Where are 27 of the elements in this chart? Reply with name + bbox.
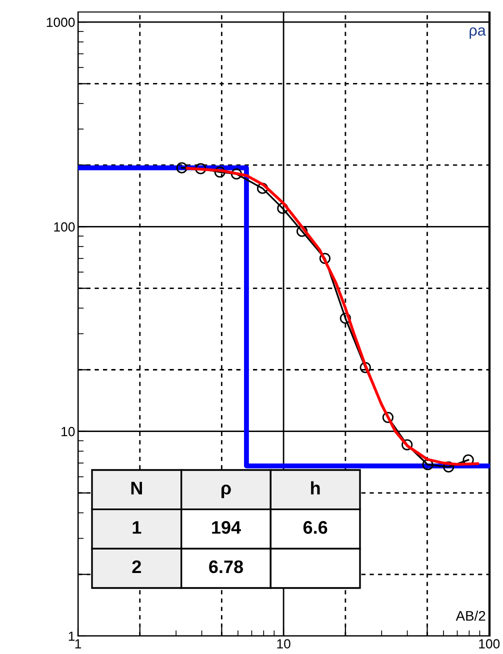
annotation: 6.6	[303, 521, 328, 534]
y-tick-label: 1	[68, 632, 75, 641]
annotation: 1	[132, 521, 142, 534]
point	[422, 459, 434, 470]
y-tick-label: 1000	[46, 18, 75, 27]
annotation: 2	[132, 560, 141, 573]
point	[443, 461, 454, 473]
x-tick-label: 100	[479, 639, 500, 648]
x-tick-label: 10	[277, 639, 290, 648]
point	[340, 312, 351, 324]
point	[214, 166, 226, 178]
point	[256, 182, 268, 194]
annotation: h	[311, 481, 320, 494]
y-tick-label: 100	[54, 222, 75, 232]
point	[195, 163, 206, 174]
point	[277, 202, 288, 214]
y-axis-title: ρa	[470, 27, 486, 39]
annotation: 194	[212, 521, 241, 534]
x-tick-label: 1	[75, 639, 82, 648]
annotation: ρ	[221, 484, 231, 498]
annotation: 6.78	[209, 560, 244, 574]
annotation: N	[131, 482, 142, 494]
point	[402, 439, 413, 450]
y-tick-label: 10	[62, 426, 75, 436]
point	[360, 362, 371, 374]
x-axis-title: AB/2	[456, 610, 486, 621]
point	[319, 252, 331, 264]
